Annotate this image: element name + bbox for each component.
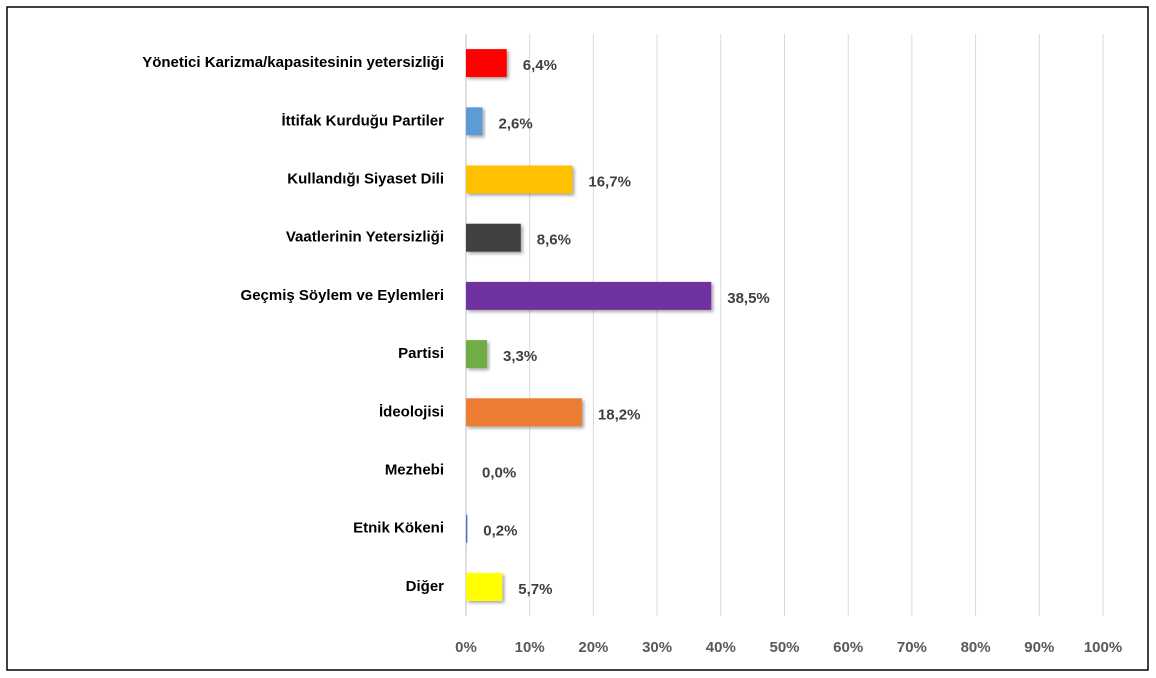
y-tick-label: Etnik Kökeni	[353, 520, 444, 537]
x-tick-label: 60%	[833, 639, 863, 656]
y-tick-label: Geçmiş Söylem ve Eylemleri	[241, 287, 444, 304]
data-label: 0,2%	[483, 523, 517, 540]
x-tick-label: 20%	[578, 639, 608, 656]
data-label: 18,2%	[598, 406, 641, 423]
y-tick-label: Yönetici Karizma/kapasitesinin yetersizl…	[142, 54, 444, 71]
y-tick-label: Partisi	[398, 345, 444, 362]
chart-frame	[6, 6, 1149, 671]
y-tick-label: İdeolojisi	[379, 403, 444, 420]
x-tick-label: 40%	[706, 639, 736, 656]
y-tick-label: Vaatlerinin Yetersizliği	[286, 229, 444, 246]
y-tick-label: İttifak Kurduğu Partiler	[281, 112, 444, 129]
data-label: 5,7%	[518, 581, 552, 598]
data-label: 3,3%	[503, 348, 537, 365]
x-tick-label: 0%	[455, 639, 477, 656]
x-tick-label: 100%	[1084, 639, 1122, 656]
x-tick-label: 80%	[961, 639, 991, 656]
x-tick-label: 90%	[1024, 639, 1054, 656]
data-label: 16,7%	[588, 173, 631, 190]
bar	[466, 223, 521, 252]
bar	[466, 514, 468, 543]
x-tick-label: 10%	[515, 639, 545, 656]
bar	[466, 572, 503, 601]
data-label: 0,0%	[482, 464, 516, 481]
bar	[466, 107, 483, 136]
bar	[466, 165, 573, 194]
bar	[466, 49, 507, 78]
data-label: 6,4%	[523, 57, 557, 74]
bar	[466, 340, 488, 369]
y-tick-label: Diğer	[406, 578, 445, 595]
bar	[466, 281, 712, 310]
x-tick-label: 70%	[897, 639, 927, 656]
data-label: 8,6%	[537, 232, 571, 249]
bar	[466, 398, 582, 427]
y-tick-label: Kullandığı Siyaset Dili	[287, 170, 444, 187]
data-label: 38,5%	[727, 290, 770, 307]
x-tick-label: 50%	[769, 639, 799, 656]
x-tick-label: 30%	[642, 639, 672, 656]
y-tick-label: Mezhebi	[385, 461, 444, 478]
data-label: 2,6%	[499, 115, 533, 132]
